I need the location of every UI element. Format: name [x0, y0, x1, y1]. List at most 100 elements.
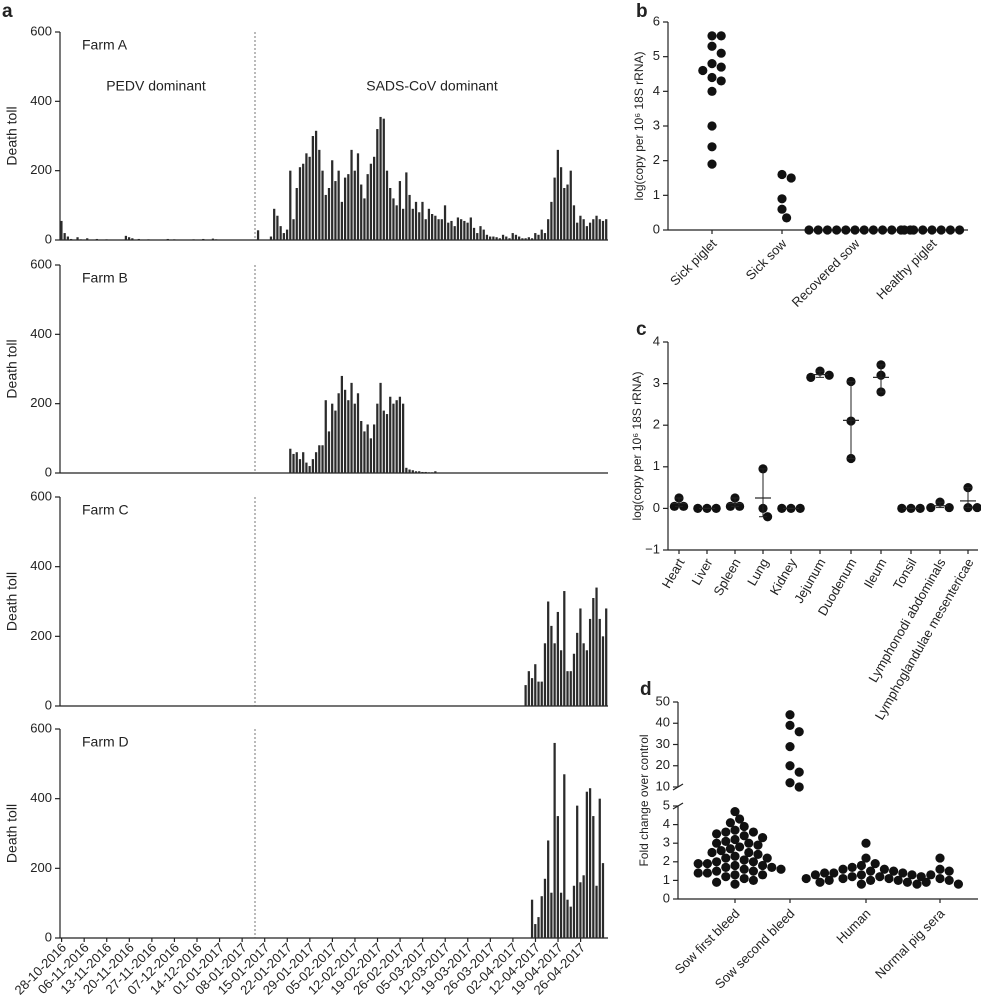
bar	[569, 671, 572, 706]
y-tick-label: 3	[653, 375, 660, 390]
bar	[173, 239, 176, 240]
bar	[482, 229, 485, 240]
bar	[501, 234, 505, 240]
bar	[411, 208, 414, 240]
panel-letter: b	[636, 1, 648, 22]
y-tick-label: 40	[656, 715, 670, 730]
bar	[556, 611, 559, 706]
bar	[505, 236, 508, 240]
bar	[479, 226, 482, 240]
bar	[582, 219, 585, 240]
bar	[79, 239, 82, 240]
bar	[537, 917, 540, 938]
bar	[592, 598, 595, 706]
bar	[63, 233, 66, 240]
y-axis-label: log(copy per 10⁶ 18S rRNA)	[632, 51, 646, 200]
data-point	[712, 838, 722, 848]
data-point	[921, 877, 931, 887]
bar	[427, 472, 431, 473]
data-point	[712, 857, 722, 867]
data-point	[801, 873, 811, 884]
y-tick-label: 3	[653, 117, 660, 132]
data-point	[739, 873, 749, 884]
data-point	[884, 873, 894, 884]
bar	[389, 396, 392, 473]
data-point	[716, 31, 726, 41]
bar	[327, 431, 331, 473]
bar	[579, 882, 582, 938]
bar	[559, 167, 563, 240]
data-point	[721, 827, 731, 837]
bar	[585, 226, 588, 240]
bar	[382, 410, 385, 473]
y-tick-label: 600	[30, 256, 52, 271]
bar	[311, 136, 314, 240]
bar	[414, 471, 418, 473]
data-point	[693, 503, 703, 513]
bar	[215, 239, 218, 240]
bar	[598, 219, 601, 240]
data-point	[944, 866, 954, 876]
data-point	[716, 846, 726, 856]
bar	[337, 393, 340, 473]
bar	[553, 177, 556, 240]
data-point	[856, 879, 867, 889]
bar	[469, 217, 472, 240]
y-tick-label: 5	[653, 48, 660, 63]
x-tick-label: Liver	[688, 555, 715, 587]
bar	[431, 214, 434, 240]
data-point	[716, 48, 726, 58]
bar	[385, 414, 389, 473]
bar	[550, 201, 553, 240]
bar	[127, 237, 131, 240]
bar	[534, 924, 537, 938]
data-point	[777, 169, 787, 180]
bar	[350, 382, 353, 473]
data-point	[936, 225, 946, 235]
data-point	[935, 864, 945, 874]
data-point	[693, 859, 703, 869]
bar	[202, 238, 205, 240]
x-tick-label: Spleen	[710, 556, 743, 599]
data-point	[785, 710, 795, 720]
y-tick-label: 1	[653, 187, 660, 202]
y-tick-label: −1	[645, 541, 660, 556]
data-point	[898, 868, 908, 878]
bar	[563, 188, 566, 240]
bar	[605, 608, 608, 706]
bar	[379, 382, 382, 473]
bar	[427, 208, 431, 240]
bar	[463, 220, 466, 240]
bar	[543, 233, 547, 240]
y-tick-label: 30	[656, 736, 670, 751]
bar	[401, 403, 405, 473]
bar	[360, 184, 363, 240]
bar	[527, 671, 530, 706]
bar	[327, 188, 331, 240]
data-point	[810, 870, 821, 880]
data-point	[868, 225, 879, 235]
data-point	[850, 225, 860, 235]
y-tick-label: 400	[30, 93, 52, 108]
data-point	[794, 767, 804, 777]
data-point	[758, 870, 768, 880]
farm-label: Farm C	[82, 502, 129, 518]
data-point	[711, 503, 721, 513]
bar	[601, 636, 605, 706]
bar	[372, 424, 376, 473]
data-point	[847, 862, 857, 872]
bar	[534, 233, 537, 240]
bar	[131, 238, 134, 240]
bar	[572, 653, 576, 706]
bar	[276, 215, 279, 240]
bar	[550, 625, 553, 706]
bar	[472, 227, 476, 240]
data-point	[804, 225, 814, 235]
data-point	[953, 879, 964, 889]
bar	[295, 452, 298, 473]
data-point	[712, 829, 722, 839]
bar	[321, 170, 324, 240]
y-tick-label: 600	[30, 720, 52, 735]
data-point	[918, 225, 928, 235]
bar	[292, 219, 295, 240]
